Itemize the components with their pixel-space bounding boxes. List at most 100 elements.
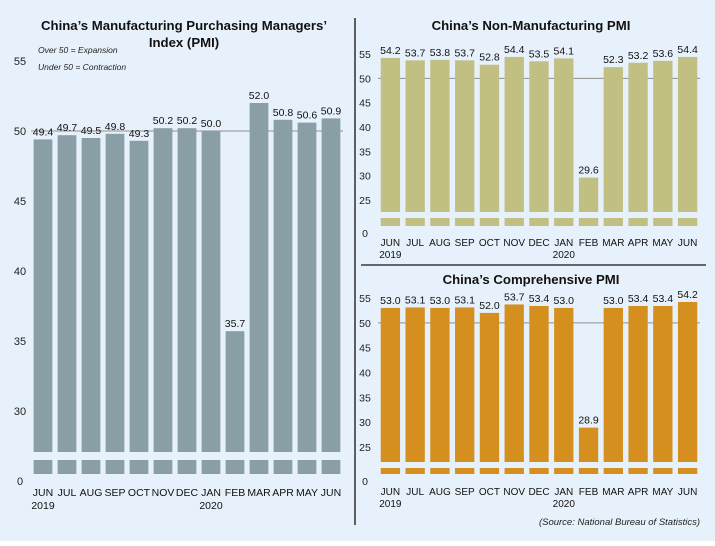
x-tick-label: JUL <box>406 238 424 249</box>
data-label: 53.7 <box>454 47 475 59</box>
bar <box>653 305 673 474</box>
y-tick-label: 40 <box>359 122 371 134</box>
data-label: 54.4 <box>677 44 698 56</box>
data-label: 53.1 <box>405 294 426 306</box>
bar <box>81 138 101 474</box>
data-label: 50.2 <box>153 115 174 127</box>
bar <box>628 305 648 474</box>
axis-break-gap <box>577 212 600 218</box>
source-note: (Source: National Bureau of Statistics) <box>539 517 700 528</box>
data-label: 53.0 <box>603 295 624 307</box>
chart-title: Index (PMI) <box>149 35 219 50</box>
data-label: 29.6 <box>578 165 599 177</box>
axis-break-gap <box>454 462 476 468</box>
year-label: 2020 <box>553 499 576 510</box>
y-tick-label: 50 <box>359 73 371 85</box>
bar <box>455 307 475 474</box>
data-label: 53.0 <box>554 295 575 307</box>
bar <box>554 58 574 226</box>
axis-break-gap <box>503 462 525 468</box>
data-label: 53.7 <box>504 291 525 303</box>
data-label: 54.2 <box>380 45 401 57</box>
x-tick-label: DEC <box>176 487 199 499</box>
x-tick-label: JUN <box>678 487 697 498</box>
bar <box>249 103 269 474</box>
data-label: 53.8 <box>430 47 451 59</box>
year-label: 2019 <box>379 499 402 510</box>
axis-break-gap <box>80 452 102 460</box>
data-label: 50.9 <box>321 105 342 117</box>
bar <box>578 177 599 226</box>
axis-break-gap <box>553 212 575 218</box>
axis-break-gap <box>320 452 342 460</box>
y-tick-label: 35 <box>359 146 371 158</box>
x-tick-label: JAN <box>554 238 573 249</box>
bar <box>479 64 500 226</box>
y-tick-label: 45 <box>359 343 371 355</box>
axis-break-gap <box>652 212 674 218</box>
bar <box>321 118 341 475</box>
axis-break-gap <box>602 462 624 468</box>
x-tick-label: SEP <box>455 238 475 249</box>
data-label: 52.8 <box>479 52 500 64</box>
axis-break-gap <box>627 212 649 218</box>
data-label: 52.3 <box>603 54 624 66</box>
y-tick-label: 45 <box>359 98 371 110</box>
y-tick-label: 55 <box>359 49 371 61</box>
chart-note: Over 50 = Expansion <box>38 45 118 55</box>
bar <box>529 305 549 474</box>
bar <box>554 307 574 474</box>
x-tick-label: FEB <box>579 487 599 498</box>
axis-break-gap <box>404 462 426 468</box>
axis-break-gap <box>676 212 699 218</box>
data-label: 53.0 <box>430 295 451 307</box>
data-label: 53.6 <box>653 48 674 60</box>
x-tick-label: JUL <box>58 487 77 499</box>
x-tick-label: OCT <box>128 487 151 499</box>
bar <box>33 139 53 474</box>
x-tick-label: AUG <box>80 487 103 499</box>
axis-break-gap <box>404 212 426 218</box>
data-label: 53.4 <box>628 293 649 305</box>
bar <box>430 59 450 227</box>
x-tick-label: JUN <box>381 238 400 249</box>
non_manufacturing-chart: China’s Non-Manufacturing PMI 0 25 30 35 40 45… <box>359 18 700 261</box>
data-label: 53.0 <box>380 295 401 307</box>
x-tick-label: AUG <box>429 238 451 249</box>
x-tick-label: APR <box>628 487 649 498</box>
data-label: 50.8 <box>273 107 294 119</box>
axis-break-gap <box>379 462 402 468</box>
axis-break-gap <box>128 452 150 460</box>
axis-break-gap <box>602 212 624 218</box>
bar <box>201 131 221 474</box>
data-label: 50.0 <box>201 118 222 130</box>
x-tick-label: MAY <box>296 487 318 499</box>
axis-break-gap <box>56 452 78 460</box>
x-tick-label: MAR <box>602 487 624 498</box>
x-tick-label: FEB <box>225 487 245 499</box>
x-tick-label: MAR <box>602 238 624 249</box>
data-label: 49.3 <box>129 128 150 140</box>
data-label: 53.5 <box>529 48 550 60</box>
data-label: 53.4 <box>529 293 550 305</box>
x-tick-label: JUN <box>33 487 53 499</box>
data-label: 49.7 <box>57 122 78 134</box>
axis-break-gap <box>429 462 451 468</box>
bar <box>653 60 673 227</box>
bar <box>225 331 245 474</box>
axis-break-gap <box>676 462 699 468</box>
data-label: 54.4 <box>504 44 525 56</box>
axis-break-gap <box>152 452 174 460</box>
y-tick-label: 35 <box>359 392 371 404</box>
y-tick-label: 40 <box>359 368 371 380</box>
axis-break-gap <box>528 462 550 468</box>
bar <box>677 56 698 226</box>
bar <box>430 307 450 474</box>
x-tick-label: DEC <box>528 487 549 498</box>
bar <box>105 133 125 475</box>
bar <box>628 62 648 227</box>
x-tick-label: MAY <box>652 238 673 249</box>
bar <box>129 140 149 475</box>
y-tick-label: 25 <box>359 442 371 454</box>
x-tick-label: MAR <box>247 487 271 499</box>
